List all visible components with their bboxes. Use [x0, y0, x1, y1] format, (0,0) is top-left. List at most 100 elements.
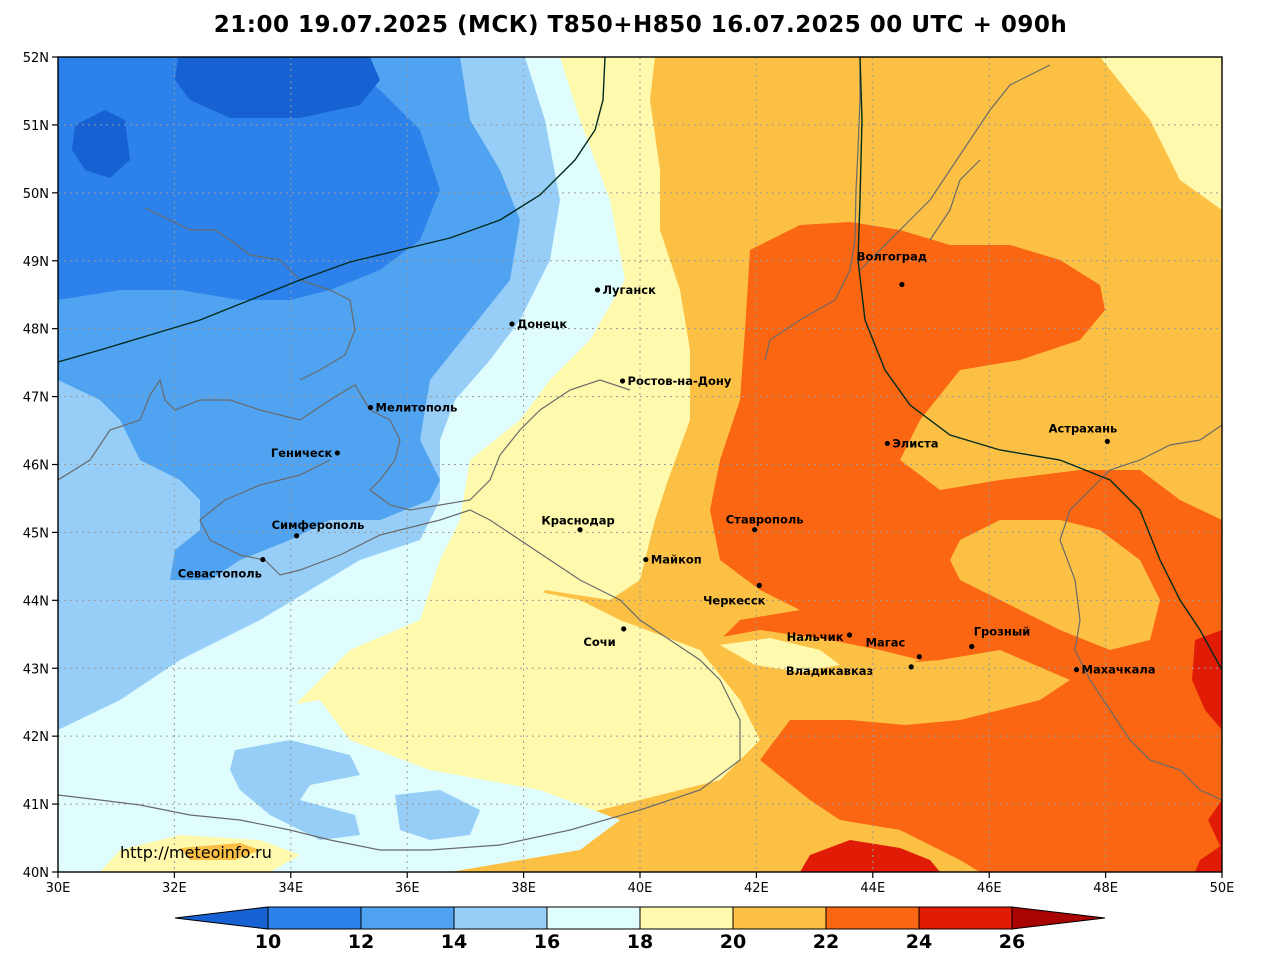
band-26-east3 [1195, 845, 1222, 872]
city-dot [643, 556, 649, 563]
city-dot [846, 632, 853, 638]
axis-ticks: 52N51N50N49N48N47N46N45N44N43N42N41N40N3… [23, 51, 1235, 896]
colorbar-swatch [453, 906, 548, 930]
city-label: Севастополь [178, 567, 262, 581]
lon-tick-label: 36E [395, 881, 420, 896]
lon-tick-label: 46E [977, 881, 1002, 896]
lat-tick-label: 46N [23, 459, 49, 474]
city-dot [1104, 438, 1110, 445]
watermark: http://meteoinfo.ru [120, 843, 272, 862]
band-10 [175, 57, 380, 118]
lon-tick-label: 48E [1093, 881, 1118, 896]
colorbar-swatch [267, 906, 362, 930]
band-12 [58, 57, 440, 300]
city-dot [577, 527, 583, 533]
colorbar-label: 16 [534, 931, 560, 953]
colorbar-label: 22 [813, 931, 839, 953]
band-26-south [800, 840, 940, 872]
colorbar: 10 12 14 16 18 20 22 24 26 [174, 906, 1106, 953]
city-dot [969, 643, 975, 650]
city-dot [294, 533, 300, 539]
boundary-lines [58, 57, 1222, 671]
band-16-blob2 [395, 790, 480, 840]
lat-tick-label: 51N [23, 119, 49, 134]
lon-tick-label: 32E [162, 881, 187, 896]
lat-tick-label: 50N [23, 187, 49, 202]
lat-tick-label: 43N [23, 662, 49, 677]
colorbar-label: 24 [906, 931, 932, 953]
lat-tick-label: 41N [23, 798, 49, 813]
city-label: Симферополь [272, 518, 365, 532]
lat-tick-label: 52N [23, 51, 49, 66]
city-label: Луганск [603, 283, 657, 297]
lon-tick-label: 38E [511, 881, 536, 896]
colorbar-swatch [732, 906, 827, 930]
band-22-sw [180, 843, 260, 860]
lat-tick-label: 49N [23, 255, 49, 270]
city-dot [367, 404, 374, 411]
city-label: Волгоград [857, 250, 927, 264]
city-label: Астрахань [1049, 421, 1118, 435]
band-10-b [72, 110, 130, 178]
colorbar-extend-high [1011, 906, 1106, 930]
city-dot [756, 582, 762, 588]
band-16-blob [230, 740, 360, 840]
city-dot [260, 556, 266, 563]
map-title: 21:00 19.07.2025 (МСК) T850+H850 16.07.2… [213, 12, 1068, 38]
city-label: Сочи [583, 635, 615, 649]
city-label: Мелитополь [376, 400, 458, 414]
coastlines [58, 57, 1222, 851]
city-dot [334, 450, 340, 456]
city-label: Ставрополь [726, 513, 804, 527]
colorbar-label: 10 [255, 931, 281, 953]
lat-tick-label: 48N [23, 323, 49, 338]
lon-tick-label: 40E [628, 881, 653, 896]
city-dot [1073, 667, 1080, 673]
city-dot [509, 321, 515, 327]
city-label: Махачкала [1082, 663, 1156, 677]
lat-tick-label: 40N [23, 866, 49, 881]
city-label: Майкоп [651, 553, 702, 567]
band-20-island [720, 638, 840, 672]
city-label: Краснодар [541, 514, 614, 528]
colorbar-label: 20 [720, 931, 746, 953]
lon-tick-label: 44E [860, 881, 885, 896]
band-22-island2 [1030, 370, 1130, 440]
colorbar-extend-low [174, 906, 269, 930]
city-label: Магас [866, 636, 906, 650]
colorbar-swatch [918, 906, 1013, 930]
city-label: Владикавказ [786, 664, 873, 678]
city-dot [619, 378, 626, 384]
city-dot [621, 626, 627, 632]
lon-tick-label: 42E [744, 881, 769, 896]
lat-tick-label: 44N [23, 594, 49, 609]
colorbar-label: 26 [999, 931, 1025, 953]
city-markers: Луганск Донецк Волгоград Ростов-на-Дону Мели… [178, 250, 1156, 678]
temperature-map: http://meteoinfo.ru [58, 57, 1222, 872]
lat-tick-label: 47N [23, 391, 49, 406]
city-label: Грозный [974, 625, 1031, 639]
band-20-right [1100, 57, 1222, 210]
colorbar-label: 18 [627, 931, 653, 953]
colorbar-label: 12 [348, 931, 374, 953]
city-dot [594, 287, 601, 293]
band-18-south [58, 700, 620, 872]
colorbar-swatch [546, 906, 641, 930]
city-label: Нальчик [787, 630, 844, 644]
band-22-island [950, 520, 1160, 650]
graticule [58, 57, 1222, 872]
city-label: Донецк [517, 317, 567, 331]
band-26-east2 [1208, 800, 1222, 850]
lat-tick-label: 42N [23, 730, 49, 745]
city-dot [884, 440, 890, 447]
lon-tick-label: 30E [46, 881, 71, 896]
city-dot [916, 654, 922, 660]
colorbar-swatch [639, 906, 734, 930]
city-label: Элиста [892, 436, 938, 450]
city-dot [908, 664, 914, 670]
city-label: Ростов-на-Дону [628, 374, 732, 388]
lat-tick-label: 45N [23, 526, 49, 541]
city-label: Геническ [271, 446, 333, 460]
lon-tick-label: 50E [1210, 881, 1235, 896]
city-label: Черкесск [703, 593, 766, 607]
